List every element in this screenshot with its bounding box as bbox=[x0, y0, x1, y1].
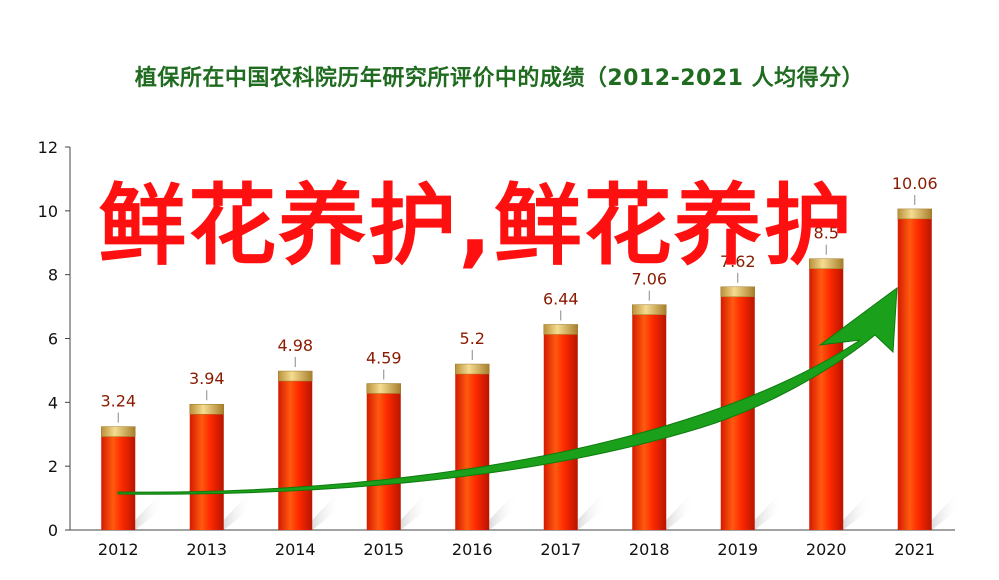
x-tick-label: 2019 bbox=[717, 540, 758, 559]
x-tick-label: 2015 bbox=[363, 540, 404, 559]
bar-shadow bbox=[489, 490, 518, 530]
data-label: 10.06 bbox=[892, 174, 938, 193]
bar-cap bbox=[101, 426, 136, 437]
chart-title: 植保所在中国农科院历年研究所评价中的成绩（2012-2021 人均得分） bbox=[134, 66, 865, 91]
bar-cap bbox=[632, 304, 667, 315]
bar-cap bbox=[278, 370, 313, 382]
bar-shadow bbox=[931, 490, 960, 530]
data-label: 3.24 bbox=[100, 392, 136, 411]
bar-shadow bbox=[577, 490, 606, 530]
bar bbox=[189, 410, 224, 530]
x-tick-label: 2017 bbox=[540, 540, 581, 559]
x-tick-label: 2020 bbox=[806, 540, 847, 559]
bar-shadow bbox=[312, 490, 341, 530]
bar-shadow bbox=[843, 490, 872, 530]
bar bbox=[809, 264, 844, 530]
bar-cap bbox=[543, 324, 578, 335]
y-tick-label: 2 bbox=[48, 457, 58, 476]
data-label: 4.98 bbox=[277, 336, 313, 355]
y-tick-label: 8 bbox=[48, 266, 58, 285]
y-tick-label: 12 bbox=[38, 138, 58, 157]
bar-cap bbox=[809, 258, 844, 269]
bar bbox=[543, 330, 578, 530]
x-tick-label: 2018 bbox=[629, 540, 670, 559]
x-tick-label: 2021 bbox=[894, 540, 935, 559]
bar bbox=[897, 214, 932, 530]
x-tick-label: 2012 bbox=[98, 540, 139, 559]
y-tick-label: 4 bbox=[48, 393, 58, 412]
bar bbox=[632, 310, 667, 530]
y-tick-label: 6 bbox=[48, 330, 58, 349]
y-tick-label: 10 bbox=[38, 202, 58, 221]
data-label: 8.5 bbox=[814, 224, 839, 243]
trend-arrow bbox=[117, 286, 898, 495]
bar-shadow bbox=[754, 490, 783, 530]
data-label: 5.2 bbox=[460, 329, 485, 348]
data-label: 6.44 bbox=[543, 289, 579, 308]
data-label: 7.62 bbox=[720, 252, 756, 271]
bar bbox=[101, 432, 136, 530]
bar bbox=[278, 377, 313, 530]
data-label: 7.06 bbox=[631, 270, 667, 289]
x-tick-label: 2014 bbox=[275, 540, 316, 559]
bar bbox=[455, 370, 490, 530]
bar-cap bbox=[897, 208, 932, 220]
data-label: 3.94 bbox=[189, 369, 225, 388]
bar-cap bbox=[189, 403, 224, 415]
bar-shadow bbox=[400, 490, 429, 530]
x-tick-label: 2013 bbox=[186, 540, 227, 559]
bar-shadow bbox=[666, 490, 695, 530]
bar-cap bbox=[455, 363, 490, 375]
bar-cap bbox=[366, 383, 401, 394]
bar-cap bbox=[720, 286, 755, 298]
bar bbox=[366, 389, 401, 530]
bar-shadow bbox=[135, 490, 164, 530]
y-tick-label: 0 bbox=[48, 521, 58, 540]
bar-shadow bbox=[223, 490, 252, 530]
x-tick-label: 2016 bbox=[452, 540, 493, 559]
data-label: 4.59 bbox=[366, 349, 402, 368]
